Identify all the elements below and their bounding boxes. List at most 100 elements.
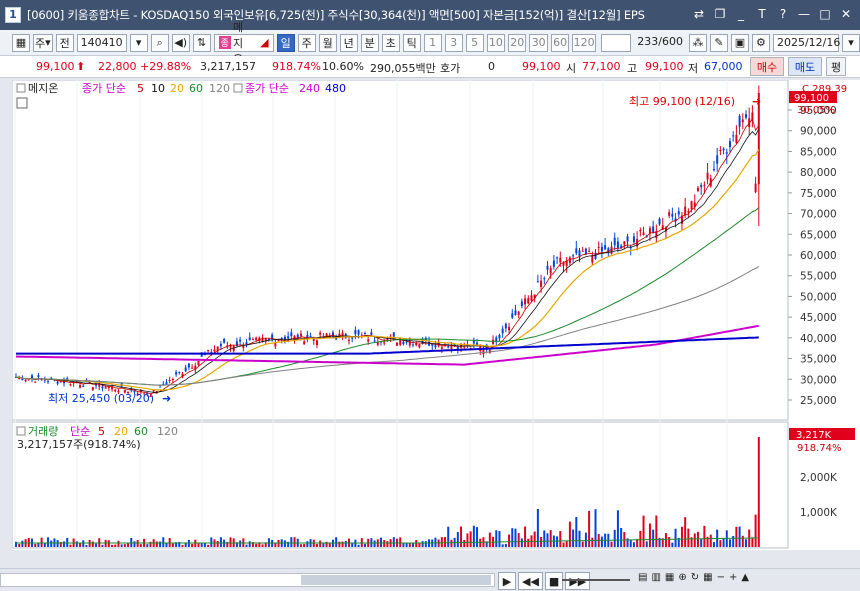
date-input[interactable]: 2025/12/16 [772, 33, 840, 52]
minute-3[interactable]: 3 [444, 33, 463, 52]
volume-bar [75, 541, 78, 547]
volume-bar [328, 543, 331, 547]
pct-tag: 30.05% [797, 105, 835, 116]
vol-legend-ma120: 120 [157, 425, 178, 438]
sound-icon[interactable]: ◀) [171, 33, 190, 52]
price-chart-svg[interactable]: 95,000 90,000 85,000 80,000 75,000 70,000 65,0… [11, 79, 860, 561]
volume-bar [712, 542, 715, 547]
rewind-icon[interactable]: ◀◀ [518, 572, 543, 590]
code-dropdown-icon[interactable]: ▾ [129, 33, 148, 52]
restore-icon[interactable]: ❐ [714, 7, 726, 21]
search-icon[interactable]: ⌕ [150, 33, 169, 52]
candle-body [197, 360, 200, 366]
save-icon[interactable]: ▣ [730, 33, 749, 52]
candle-body [661, 225, 664, 231]
period-minute[interactable]: 분 [360, 33, 379, 52]
candle-body [508, 326, 511, 331]
candle-body [687, 211, 690, 213]
volume-bar [719, 540, 722, 547]
eval-button[interactable]: 평 [826, 57, 846, 76]
candle-body [540, 280, 543, 287]
code-input[interactable]: 140410 [76, 33, 127, 52]
close-icon[interactable]: ✕ [840, 7, 852, 21]
refresh-icon[interactable]: ↻ [690, 572, 700, 583]
volume-bar [386, 541, 389, 547]
period-year[interactable]: 년 [339, 33, 358, 52]
candle-body [626, 236, 629, 242]
candle-body [594, 252, 597, 259]
zoom-slider[interactable] [562, 579, 630, 581]
crosshair-icon[interactable]: ⊕ [678, 572, 687, 583]
fastforward-icon[interactable]: ▶▶ [565, 572, 591, 590]
sell-button[interactable]: 매도 [788, 57, 822, 76]
volume-bar [754, 514, 757, 547]
volume-bar [668, 536, 671, 547]
plus-icon[interactable]: + [728, 572, 738, 583]
candle-body [623, 241, 626, 245]
candle-body [255, 337, 258, 341]
legend-checkbox[interactable] [16, 83, 26, 93]
stock-name-field[interactable]: 종메지온◢ [213, 21, 274, 66]
minus-icon[interactable]: − [716, 572, 725, 583]
volume-bar [107, 540, 110, 547]
link-icon[interactable]: ⇄ [693, 7, 705, 21]
price-tick: 50,000 [800, 291, 837, 303]
minimize-window-icon[interactable]: — [798, 7, 810, 21]
horizontal-scrollbar[interactable] [0, 573, 495, 587]
minute-30[interactable]: 30 [529, 33, 548, 52]
minute-120[interactable]: 120 [572, 33, 596, 52]
period-day[interactable]: 일 [276, 33, 295, 52]
type-select[interactable]: 주 ▾ [33, 33, 53, 52]
minute-10[interactable]: 10 [486, 33, 506, 52]
minute-20[interactable]: 20 [508, 33, 527, 52]
price-tick: 95,000 [800, 105, 837, 117]
table-icon[interactable] [16, 97, 28, 109]
volume-bar [88, 540, 91, 547]
maximize-icon[interactable]: □ [819, 7, 831, 21]
volume-bar [283, 540, 286, 547]
split3-icon[interactable]: ▦ [664, 572, 675, 583]
prev-icon[interactable]: ▶ [498, 572, 516, 590]
split2-icon[interactable]: ▥ [651, 572, 661, 583]
candle-body [178, 371, 181, 373]
all-button[interactable]: 전 [55, 33, 74, 52]
volume-bar [373, 540, 376, 547]
chart-area[interactable]: 95,000 90,000 85,000 80,000 75,000 70,000 65,0… [11, 79, 860, 561]
period-tick[interactable]: 틱 [402, 33, 421, 52]
period-second[interactable]: 초 [381, 33, 400, 52]
tool-icon[interactable]: ✎ [709, 33, 728, 52]
minute-60[interactable]: 60 [550, 33, 570, 52]
help-icon[interactable]: ? [779, 7, 787, 21]
custom-period-input[interactable] [600, 33, 632, 52]
grid-icon[interactable]: ▦ [703, 572, 713, 583]
high-annotation: 최고 99,100 (12/16) [629, 95, 735, 108]
compare-icon[interactable]: ⇅ [192, 33, 211, 52]
candle-body [37, 375, 40, 377]
date-label: 11 [662, 548, 676, 550]
volume-bar [540, 536, 543, 547]
layout-icon[interactable]: ▦ [12, 33, 30, 52]
vol-legend-checkbox[interactable] [16, 426, 26, 436]
candle-body [347, 339, 350, 341]
indicator-icon[interactable]: ⁂ [688, 33, 707, 52]
period-month[interactable]: 월 [318, 33, 337, 52]
legend-checkbox-2[interactable] [233, 83, 243, 93]
volume-bar [251, 542, 254, 547]
minute-5[interactable]: 5 [465, 33, 484, 52]
up-icon[interactable]: ▲ [741, 572, 750, 583]
minute-1[interactable]: 1 [423, 33, 442, 52]
low-label: 저 [688, 62, 699, 75]
volume-ma-line [15, 537, 758, 544]
candle-body [434, 345, 437, 348]
gear-icon[interactable]: ⚙ [751, 33, 770, 52]
scroll-thumb[interactable] [301, 575, 491, 585]
period-week[interactable]: 주 [297, 33, 316, 52]
calendar-icon[interactable]: ▾ [841, 33, 860, 52]
minimize-icon[interactable]: _ [738, 7, 744, 21]
buy-button[interactable]: 매수 [750, 57, 784, 76]
vol-tag: 3,217K [796, 430, 832, 441]
split-icon[interactable]: ▤ [638, 572, 648, 583]
stop-icon[interactable]: ■ [544, 572, 564, 590]
text-icon[interactable]: T [758, 7, 766, 21]
candle-body [373, 340, 376, 342]
